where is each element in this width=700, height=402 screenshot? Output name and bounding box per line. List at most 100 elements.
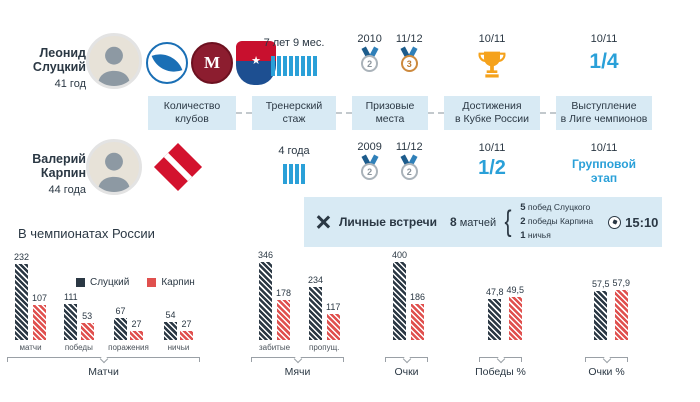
bar-column: 49,5 [507,285,524,340]
ball-icon [608,215,622,229]
category-cup-achievements: Достижения в Кубке России [444,96,540,130]
medal-icon: 2 [361,163,379,180]
bar-b [33,305,47,340]
medal-icon: 2 [361,55,379,72]
bar-column: 107 [32,293,47,340]
legend-swatch [76,278,85,287]
bar-a [393,262,407,340]
cup-year-slutsky: 10/11 [478,33,506,45]
bar-b [130,331,143,340]
result-number: 2 [520,216,526,228]
result-text: ничья [527,229,551,240]
category-clubs-count: Количество клубов [148,96,236,130]
experience-slutsky: 7 лет 9 мес. [263,37,325,49]
bar-column: 400 [392,250,407,340]
bar-value: 117 [326,302,341,312]
category-prize-places: Призовые места [352,96,428,130]
dashed-connector [540,112,556,114]
bar-b [614,290,628,340]
chart-legend: Слуцкий Карпин [76,277,195,288]
bar-value: 178 [276,288,292,298]
bar-column: 53 [80,311,94,340]
bar-b [80,323,94,340]
cup-year-karpin: 10/11 [478,142,506,154]
result-line: 1 ничья [520,229,593,243]
bar-a [164,322,177,340]
coach-block-karpin: Валерий Карпин 44 года [8,152,86,196]
medal-karpin-1: 2009 2 [357,141,382,180]
bar-column: 178 [276,288,291,340]
bar-value: 400 [392,250,408,260]
bar-category-label: ничьи [167,343,190,352]
bar-a [114,318,127,340]
group-bracket [585,357,628,362]
bar-value: 111 [64,292,78,302]
bar-b [277,300,291,340]
group-bracket [385,357,428,362]
head-to-head-panel: Личные встречи 8 матчей { 5 побед Слуцко… [304,197,662,247]
slutsky-clubs: М ★ [146,41,276,85]
bar-value: 27 [181,319,192,329]
dashed-connector [336,112,352,114]
bar-pair: 47,8 49,5 [486,285,524,340]
bar-value: 107 [32,293,48,303]
bar-column: 67 [114,306,127,340]
legend-item-karpin: Карпин [147,277,195,288]
bar-column: 57,9 [613,278,630,340]
person-silhouette-icon [97,46,131,86]
bar-column: 111 [64,292,78,340]
bar-pair: 400 186 [392,250,425,340]
dashed-connector [236,112,252,114]
category-label: Достижения в Кубке России [454,99,530,125]
person-silhouette-icon [97,152,131,192]
medal-slutsky-1: 2010 2 [357,33,382,72]
matches-word: матчей [459,217,497,229]
bar-column: 27 [130,319,143,340]
result-text: побед Слуцкого [527,202,591,213]
prizes-slutsky: 2010 2 11/12 3 [344,33,436,72]
bar-value: 27 [131,319,142,329]
bar-pair: 346 178 забитые [258,250,291,352]
legend-label: Карпин [161,277,195,288]
bar-value: 53 [82,311,93,321]
wing-shape [151,47,183,79]
prize-year: 11/12 [395,141,423,153]
bar-pair: 234 117 пропущ. [308,275,340,352]
aggregate-score: 15:10 [608,215,658,230]
experience-tally-slutsky [252,56,336,76]
head-to-head-title: Личные встречи [339,215,437,229]
bar-value: 47,8 [486,287,504,297]
bar-category-label: победы [64,343,93,352]
medal-karpin-2: 11/12 2 [396,141,423,180]
spartak-logo [152,141,204,193]
bar-column: 54 [164,310,177,340]
cl-year-slutsky: 10/11 [590,33,618,45]
bar-pair: 232 107 матчи [14,252,47,352]
bar-a [594,291,608,340]
cska-logo: ★ [236,41,276,85]
coach-age-karpin: 44 года [48,183,86,196]
category-label: Тренерский стаж [265,99,323,125]
experience-tally-karpin [252,164,336,184]
bar-chart: 232 107 матчи 111 53 победы 67 27 поражения 54 27 н… [0,240,700,402]
prize-year: 2009 [357,141,382,153]
bar-column: 27 [180,319,193,340]
prize-year: 11/12 [395,33,423,45]
fc-moskva-logo: М [191,42,233,84]
krylia-sovetov-logo [146,42,188,84]
bar-category-label: забитые [259,343,291,352]
dashed-connector [428,112,444,114]
category-label: Выступление в Лиге чемпионов [560,99,648,125]
coach-block-slutsky: Леонид Слуцкий 41 год [8,46,86,90]
prizes-karpin: 2009 2 11/12 2 [344,141,436,180]
result-text: победы Карпина [527,216,594,227]
bar-a [259,262,273,340]
matches-number: 8 [449,215,457,229]
bar-column: 117 [326,302,340,340]
group-bracket [251,357,344,362]
trophy-icon [444,49,540,81]
medal-slutsky-2: 11/12 3 [396,33,423,72]
bar-category-label: пропущ. [309,343,340,352]
coach-name-karpin: Валерий Карпин [32,152,86,181]
